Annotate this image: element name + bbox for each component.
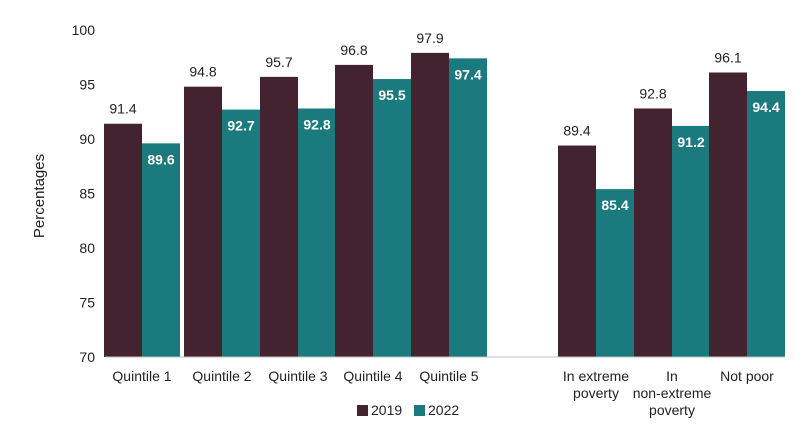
y-tick-label: 85 [79, 186, 95, 202]
bar-2022 [373, 79, 411, 358]
bar-2022 [449, 58, 487, 358]
data-label-2022: 85.4 [601, 197, 628, 213]
bar-2019 [709, 72, 747, 357]
bar-2019 [184, 86, 222, 358]
legend: 2019 2022 [357, 402, 459, 418]
bar-2022 [222, 109, 260, 357]
bar-2022 [298, 108, 336, 357]
data-label-2019: 94.8 [189, 64, 216, 80]
category-label: Quintile 4 [343, 368, 402, 384]
y-tick-label: 80 [79, 240, 95, 256]
data-label-2022: 92.8 [303, 116, 330, 132]
data-label-2019: 96.8 [340, 42, 367, 58]
legend-swatch-2019 [357, 405, 368, 416]
data-label-2019: 89.4 [563, 123, 590, 139]
bar-2022 [596, 189, 634, 357]
bar-2019 [260, 76, 298, 358]
category-label: Quintile 2 [192, 368, 251, 384]
y-tick-label: 75 [79, 295, 95, 311]
legend-label-2019: 2019 [371, 402, 402, 418]
data-label-2022: 91.2 [677, 134, 704, 150]
y-axis: 70 75 80 85 90 95 100 [72, 22, 96, 365]
bar-2019 [634, 108, 672, 357]
legend-swatch-2022 [414, 405, 425, 416]
bar-2022 [142, 143, 180, 357]
bar-2019 [411, 52, 449, 357]
data-label-2019: 97.9 [416, 30, 443, 46]
data-label-2022: 95.5 [378, 87, 405, 103]
category-label: In extreme poverty [563, 368, 629, 401]
bar-2019 [558, 145, 596, 357]
bar-2022 [747, 91, 785, 357]
bars: 91.4 89.6 94.8 92.7 95.7 92.8 96.8 95.5 97.9 97.4… [104, 30, 785, 358]
x-axis: Quintile 1 Quintile 2 Quintile 3 Quintile 4… [112, 368, 774, 418]
data-label-2022: 97.4 [454, 66, 481, 82]
data-label-2022: 92.7 [227, 118, 254, 134]
data-label-2022: 94.4 [752, 99, 779, 115]
y-tick-label: 100 [72, 22, 96, 38]
bar-2019 [335, 64, 373, 357]
category-label: Quintile 1 [112, 368, 171, 384]
bar-2022 [672, 125, 710, 357]
category-label: Quintile 3 [268, 368, 327, 384]
category-label: Not poor [720, 368, 774, 384]
data-label-2019: 91.4 [109, 101, 136, 117]
data-label-2019: 95.7 [265, 54, 292, 70]
data-label-2019: 92.8 [639, 85, 666, 101]
y-tick-label: 70 [79, 349, 95, 365]
y-tick-label: 95 [79, 77, 95, 93]
data-label-2019: 96.1 [714, 50, 741, 66]
y-tick-label: 90 [79, 131, 95, 147]
category-label: Quintile 5 [419, 368, 478, 384]
bar-2019 [104, 123, 142, 358]
data-label-2022: 89.6 [147, 151, 174, 167]
legend-label-2022: 2022 [428, 402, 459, 418]
y-axis-label: Percentages [31, 154, 48, 238]
category-label: In non-extreme poverty [633, 368, 712, 418]
